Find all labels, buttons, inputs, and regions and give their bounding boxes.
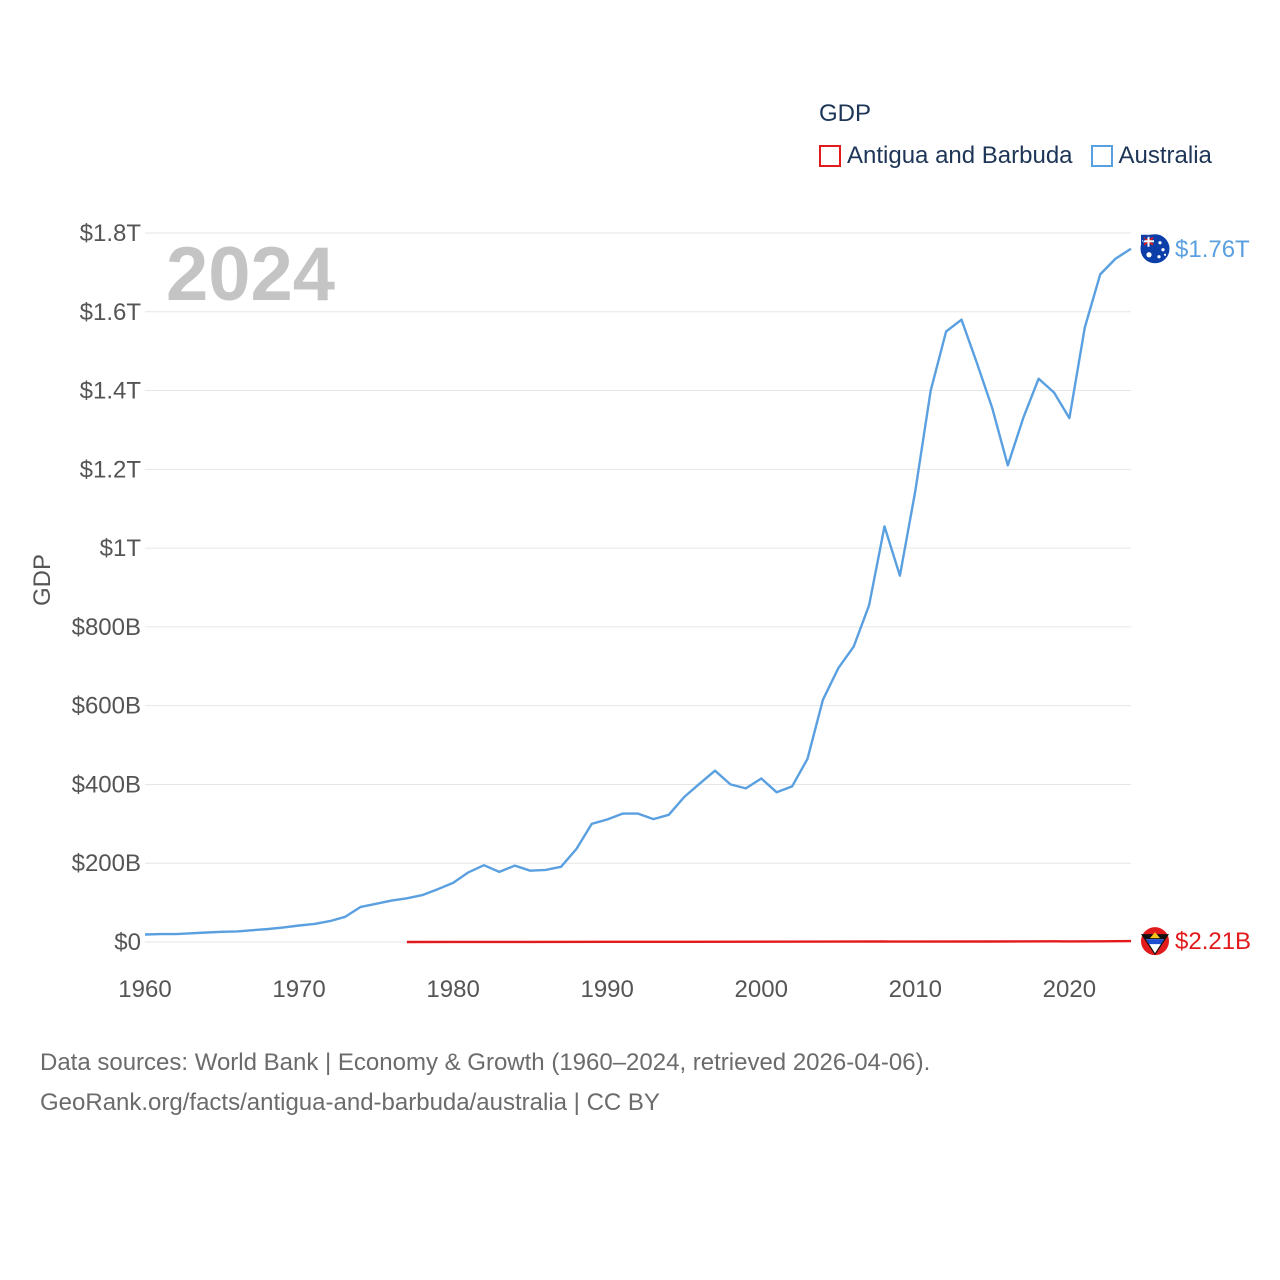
x-tick-label: 1990 xyxy=(580,976,633,1003)
end-value-label-antigua-and-barbuda: $2.21B xyxy=(1175,928,1251,955)
grid-lines xyxy=(145,232,1131,943)
y-tick-label: $200B xyxy=(72,850,141,877)
y-tick-label: $800B xyxy=(72,614,141,641)
legend-label-australia: Australia xyxy=(1118,142,1212,169)
series-lines xyxy=(144,247,1132,944)
y-tick-label: $400B xyxy=(72,771,141,798)
year-label: 2024 xyxy=(166,232,335,317)
x-tick-label: 1980 xyxy=(426,976,479,1003)
legend-swatch-australia xyxy=(1090,145,1113,167)
x-tick-label: 2000 xyxy=(735,976,788,1003)
flag-icon-antigua-and-barbuda xyxy=(1141,927,1169,956)
legend: Antigua and Barbuda Australia xyxy=(819,142,1230,170)
series-line-australia xyxy=(144,247,1132,936)
footer-sources: Data sources: World Bank | Economy & Gro… xyxy=(40,1049,931,1076)
y-tick-label: $1.4T xyxy=(80,378,142,405)
legend-label-antigua-and-barbuda: Antigua and Barbuda xyxy=(847,142,1073,169)
y-tick-label: $1.8T xyxy=(80,220,142,247)
y-tick-label: $0 xyxy=(114,929,141,956)
x-tick-labels: 1960 1970 1980 1990 2000 2010 2020 xyxy=(118,976,1096,1003)
y-axis-title: GDP xyxy=(29,554,56,606)
series-line-antigua-and-barbuda xyxy=(406,939,1132,944)
y-tick-labels: $0 $200B $400B $600B $800B $1T $1.2T $1.4T $1.6T… xyxy=(72,220,142,956)
legend-title: GDP xyxy=(819,100,872,127)
end-markers: $1.76T $2.21B xyxy=(1140,234,1251,956)
x-tick-label: 2020 xyxy=(1043,976,1096,1003)
legend-item-australia[interactable]: Australia xyxy=(1090,142,1212,170)
legend-item-antigua-and-barbuda[interactable]: Antigua and Barbuda xyxy=(819,142,1073,170)
y-tick-label: $1T xyxy=(100,535,142,562)
footer: Data sources: World Bank | Economy & Gro… xyxy=(40,1043,930,1123)
y-tick-label: $1.6T xyxy=(80,299,142,326)
y-tick-label: $600B xyxy=(72,693,141,720)
legend-swatch-antigua-and-barbuda xyxy=(819,145,841,167)
x-tick-label: 1960 xyxy=(118,976,171,1003)
flag-icon-australia xyxy=(1140,234,1170,264)
y-tick-label: $1.2T xyxy=(80,456,142,483)
end-value-label-australia: $1.76T xyxy=(1175,236,1250,263)
footer-link: GeoRank.org/facts/antigua-and-barbuda/au… xyxy=(40,1089,660,1116)
x-tick-label: 2010 xyxy=(889,976,942,1003)
x-tick-label: 1970 xyxy=(272,976,325,1003)
